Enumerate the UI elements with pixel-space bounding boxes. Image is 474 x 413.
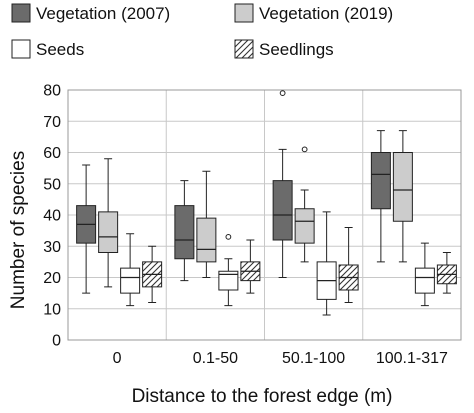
legend-label-0: Vegetation (2007) [36, 4, 170, 23]
legend-swatch-3 [234, 39, 254, 59]
box-iqr [414, 267, 435, 294]
y-tick-label-30: 30 [43, 239, 61, 256]
box-1-2 [294, 146, 315, 263]
box-2-0 [120, 233, 141, 307]
box-3-2 [338, 227, 359, 303]
x-tick-label-1: 0.1-50 [193, 350, 238, 367]
box-3-3 [436, 252, 457, 294]
box-3-0 [142, 245, 163, 303]
legend-item-2: Seeds [11, 39, 84, 59]
box-2-1 [218, 233, 239, 307]
box-2-3 [414, 242, 435, 307]
legend-label-2: Seeds [36, 40, 84, 59]
y-tick-label-10: 10 [43, 301, 61, 318]
y-tick-label-40: 40 [43, 208, 61, 225]
y-tick-label-0: 0 [52, 333, 61, 350]
legend-label-3: Seedlings [259, 40, 334, 59]
x-tick-label-2: 50.1-100 [282, 350, 345, 367]
outlier-point-0 [279, 90, 286, 97]
y-tick-label-20: 20 [43, 270, 61, 287]
box-iqr [196, 217, 217, 263]
y-tick-label-70: 70 [43, 114, 61, 131]
box-0-0 [76, 164, 97, 294]
box-iqr [218, 270, 239, 291]
legend-item-1: Vegetation (2019) [234, 3, 393, 23]
legend-item-0: Vegetation (2007) [11, 3, 170, 23]
legend-swatch-2 [11, 39, 31, 59]
box-iqr [98, 211, 119, 253]
y-tick-label-60: 60 [43, 145, 61, 162]
x-tick-label-0: 0 [113, 350, 122, 367]
box-2-2 [316, 211, 337, 316]
legend: Vegetation (2007) Vegetation (2019) Seeds S… [11, 3, 393, 59]
box-iqr [174, 205, 195, 260]
legend-swatch-1 [234, 3, 254, 23]
box-iqr [120, 267, 141, 294]
box-iqr [272, 180, 293, 241]
x-axis-title: Distance to the forest edge (m) [132, 386, 393, 407]
box-0-1 [174, 180, 195, 282]
legend-label-1: Vegetation (2019) [259, 4, 393, 23]
y-tick-label-80: 80 [43, 83, 61, 100]
y-axis-title: Number of species [8, 151, 29, 309]
box-0-3 [370, 130, 391, 263]
outlier-point-0 [301, 146, 308, 153]
box-1-3 [392, 130, 413, 263]
legend-item-3: Seedlings [234, 39, 334, 59]
box-iqr [392, 152, 413, 222]
y-tick-label-50: 50 [43, 176, 61, 193]
plot-frame [67, 89, 462, 341]
outlier-point-0 [225, 233, 232, 240]
box-iqr [294, 208, 315, 244]
legend-swatch-0 [11, 3, 31, 23]
box-1-0 [98, 158, 119, 288]
box-1-1 [196, 170, 217, 278]
x-tick-label-3: 100.1-317 [376, 350, 448, 367]
box-3-1 [240, 239, 261, 294]
box-0-2 [272, 90, 293, 278]
box-iqr [370, 152, 391, 210]
plot-area: 0 10 20 30 40 50 60 70 80 0 0.1-50 50.1-100 100.1-31… [43, 83, 462, 367]
